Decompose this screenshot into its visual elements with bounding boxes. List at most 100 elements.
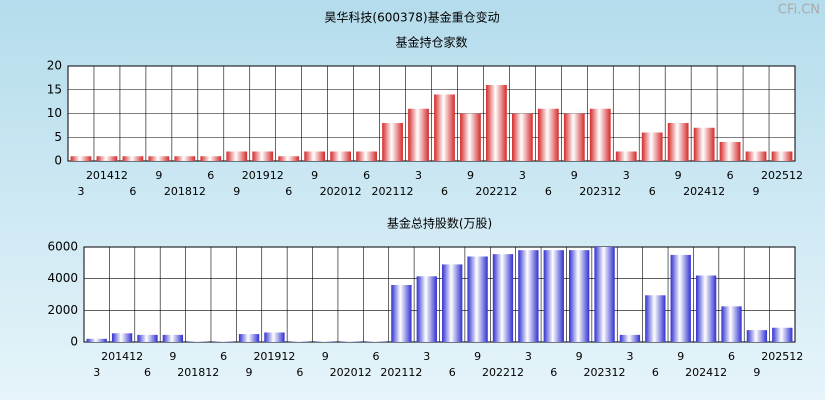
x-tick-label: 9	[155, 169, 162, 182]
bar	[667, 123, 689, 161]
bar	[408, 108, 429, 161]
bar	[645, 295, 666, 342]
y-tick-label: 5	[54, 130, 62, 144]
bar	[137, 334, 158, 342]
x-tick-label: 6	[144, 366, 151, 379]
bar	[543, 250, 564, 342]
x-tick-label: 201412	[86, 169, 128, 182]
x-tick-label: 9	[233, 185, 240, 198]
y-tick-label: 0	[70, 335, 78, 349]
bar	[589, 108, 611, 161]
x-tick-label: 6	[550, 366, 557, 379]
x-tick-label: 6	[449, 366, 456, 379]
bar	[238, 334, 260, 342]
x-tick-label: 9	[675, 169, 682, 182]
bar	[615, 151, 637, 161]
x-tick-label: 202412	[683, 185, 725, 198]
x-tick-label: 6	[649, 185, 656, 198]
x-tick-label: 9	[474, 350, 481, 363]
x-tick-label: 202212	[475, 185, 517, 198]
bar	[594, 247, 615, 342]
x-tick-label: 202212	[482, 366, 524, 379]
x-tick-label: 6	[363, 169, 370, 182]
bar	[304, 151, 326, 161]
bar	[518, 250, 539, 342]
bar	[695, 275, 717, 342]
bar	[200, 156, 222, 161]
x-tick-label: 202512	[761, 350, 803, 363]
bar	[745, 151, 767, 161]
y-tick-label: 20	[47, 59, 62, 73]
bar	[148, 156, 170, 161]
x-tick-label: 6	[129, 185, 136, 198]
x-tick-label: 9	[169, 350, 176, 363]
y-tick-label: 6000	[47, 240, 78, 254]
bar	[416, 276, 437, 342]
x-tick-label: 201812	[177, 366, 219, 379]
bar	[492, 254, 514, 342]
x-tick-label: 3	[423, 350, 430, 363]
x-tick-label: 9	[753, 366, 760, 379]
x-tick-label: 6	[285, 185, 292, 198]
bar	[772, 327, 793, 342]
x-tick-label: 3	[626, 350, 633, 363]
x-tick-label: 9	[677, 350, 684, 363]
x-tick-label: 201412	[101, 350, 143, 363]
x-tick-label: 6	[441, 185, 448, 198]
x-tick-label: 9	[322, 350, 329, 363]
x-tick-label: 3	[623, 169, 630, 182]
bar	[70, 156, 92, 161]
bar	[537, 108, 559, 161]
chart-title: 基金总持股数(万股)	[387, 216, 492, 231]
x-tick-label: 9	[571, 169, 578, 182]
bar	[486, 85, 507, 161]
x-tick-label: 201912	[253, 350, 295, 363]
y-tick-label: 0	[54, 154, 62, 168]
y-tick-label: 4000	[47, 271, 78, 285]
x-tick-label: 6	[220, 350, 227, 363]
bar	[721, 306, 742, 342]
y-tick-label: 10	[47, 106, 62, 120]
x-tick-label: 6	[727, 169, 734, 182]
x-tick-label: 6	[207, 169, 214, 182]
x-tick-label: 202312	[579, 185, 621, 198]
x-tick-label: 9	[576, 350, 583, 363]
x-tick-label: 6	[545, 185, 552, 198]
x-tick-label: 3	[77, 185, 84, 198]
x-tick-label: 3	[415, 169, 422, 182]
x-tick-label: 202012	[330, 366, 372, 379]
bar	[719, 142, 741, 161]
x-tick-label: 202512	[761, 169, 803, 182]
bar	[356, 151, 377, 161]
bar	[670, 254, 691, 342]
x-tick-label: 202112	[372, 185, 414, 198]
x-tick-label: 201912	[242, 169, 284, 182]
bar	[511, 113, 533, 161]
x-tick-label: 9	[246, 366, 253, 379]
bar	[111, 333, 133, 342]
x-tick-label: 9	[467, 169, 474, 182]
y-tick-label: 15	[47, 82, 62, 96]
bar	[641, 132, 663, 161]
x-tick-label: 202112	[380, 366, 422, 379]
bar	[563, 113, 585, 161]
bar	[264, 332, 285, 342]
bar	[96, 156, 118, 161]
x-tick-label: 3	[519, 169, 526, 182]
x-tick-label: 9	[753, 185, 760, 198]
bar	[619, 334, 641, 342]
watermark: CFi.CN	[778, 3, 820, 18]
bar	[174, 156, 196, 161]
x-tick-label: 6	[373, 350, 380, 363]
bar	[746, 330, 768, 342]
x-tick-label: 202312	[584, 366, 626, 379]
x-tick-label: 201812	[164, 185, 206, 198]
bar	[771, 151, 793, 161]
x-tick-label: 9	[311, 169, 318, 182]
bar	[162, 334, 184, 342]
bar	[467, 256, 488, 342]
y-tick-label: 2000	[47, 303, 78, 317]
x-tick-label: 6	[652, 366, 659, 379]
bar	[391, 285, 412, 342]
